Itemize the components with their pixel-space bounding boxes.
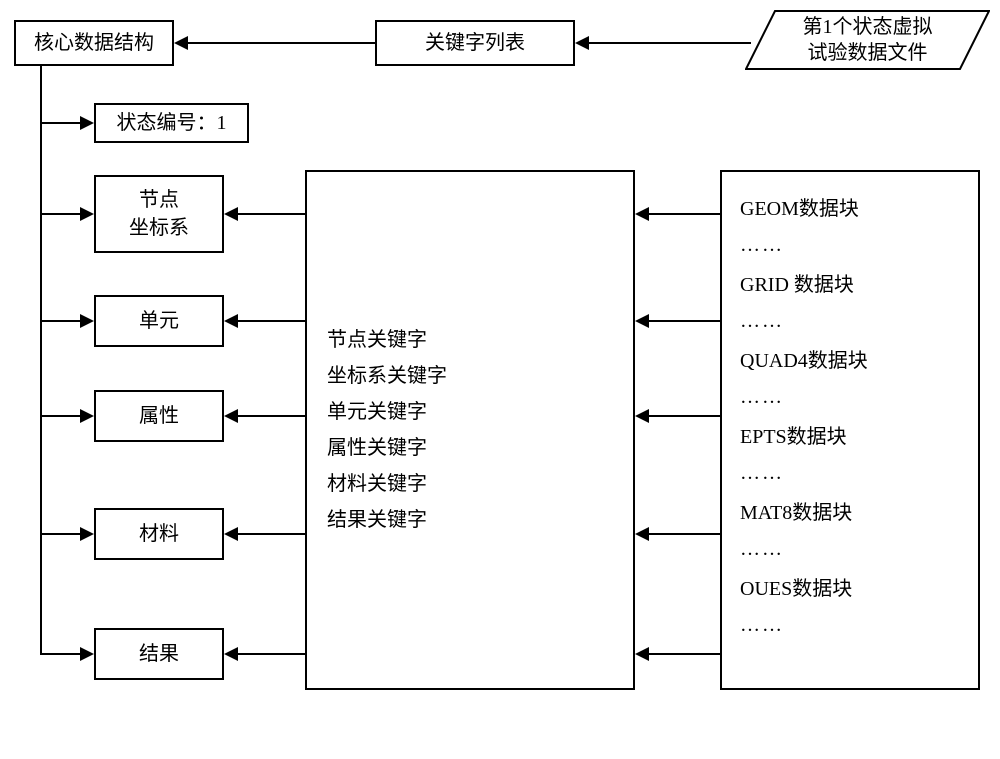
keyword-item: 坐标系关键字 [327,358,447,394]
keywords-list: 节点关键字 坐标系关键字 单元关键字 属性关键字 材料关键字 结果关键字 [327,322,447,538]
datablocks-list: GEOM数据块 …… GRID 数据块 …… QUAD4数据块 …… EPTS数… [740,192,868,648]
keywords-box: 节点关键字 坐标系关键字 单元关键字 属性关键字 材料关键字 结果关键字 [305,170,635,690]
state-file-label: 第1个状态虚拟 试验数据文件 [803,14,933,66]
datablock-item: OUES数据块 [740,572,868,606]
arrow-head-right [80,527,94,541]
arrow-line [649,533,720,535]
arrow-head-left [224,647,238,661]
datablock-item: EPTS数据块 [740,420,868,454]
datablock-ellipsis: …… [740,304,868,338]
arrow-line [238,653,305,655]
arrow-line [238,415,305,417]
arrow-line [649,213,720,215]
arrow-head-right [80,647,94,661]
arrow-head-right [80,207,94,221]
keyword-item: 材料关键字 [327,466,447,502]
core-data-box: 核心数据结构 [14,20,174,66]
state-number-label: 状态编号：1 [117,109,227,137]
material-label: 材料 [139,520,179,548]
element-box: 单元 [94,295,224,347]
node-coord-box: 节点 坐标系 [94,175,224,253]
arrow-line [238,213,305,215]
arrow-head-left [635,527,649,541]
keyword-item: 节点关键字 [327,322,447,358]
arrow-line [40,415,80,417]
datablock-ellipsis: …… [740,608,868,642]
arrow-head-left [575,36,589,50]
arrow-head-right [80,116,94,130]
arrow-head-right [80,409,94,423]
arrow-line [649,320,720,322]
keyword-list-top-label: 关键字列表 [425,29,525,57]
node-coord-label: 节点 坐标系 [129,186,189,242]
state-number-box: 状态编号：1 [94,103,249,143]
arrow-line [649,653,720,655]
datablocks-box: GEOM数据块 …… GRID 数据块 …… QUAD4数据块 …… EPTS数… [720,170,980,690]
arrow-head-left [224,207,238,221]
arrow-line [40,533,80,535]
keyword-item: 属性关键字 [327,430,447,466]
datablock-ellipsis: …… [740,456,868,490]
arrow-head-left [635,207,649,221]
arrow-head-left [224,527,238,541]
arrow-line [649,415,720,417]
datablock-ellipsis: …… [740,532,868,566]
arrow-line [40,213,80,215]
datablock-item: MAT8数据块 [740,496,868,530]
arrow-head-left [635,314,649,328]
material-box: 材料 [94,508,224,560]
datablock-ellipsis: …… [740,380,868,414]
arrow-line [40,653,80,655]
keyword-item: 单元关键字 [327,394,447,430]
arrow-head-left [635,647,649,661]
arrow-line [188,42,375,44]
state-file-box: 第1个状态虚拟 试验数据文件 [745,10,990,70]
connector-vertical [40,66,42,654]
result-box: 结果 [94,628,224,680]
datablock-item: GEOM数据块 [740,192,868,226]
keyword-item: 结果关键字 [327,502,447,538]
arrow-line [589,42,751,44]
arrow-head-left [174,36,188,50]
arrow-head-left [635,409,649,423]
attribute-box: 属性 [94,390,224,442]
datablock-item: QUAD4数据块 [740,344,868,378]
result-label: 结果 [139,640,179,668]
arrow-line [40,122,80,124]
datablock-item: GRID 数据块 [740,268,868,302]
element-label: 单元 [139,307,179,335]
attribute-label: 属性 [139,402,179,430]
core-data-label: 核心数据结构 [34,29,154,57]
arrow-head-right [80,314,94,328]
keyword-list-top-box: 关键字列表 [375,20,575,66]
datablock-ellipsis: …… [740,228,868,262]
arrow-head-left [224,409,238,423]
arrow-line [238,533,305,535]
arrow-line [40,320,80,322]
arrow-head-left [224,314,238,328]
arrow-line [238,320,305,322]
